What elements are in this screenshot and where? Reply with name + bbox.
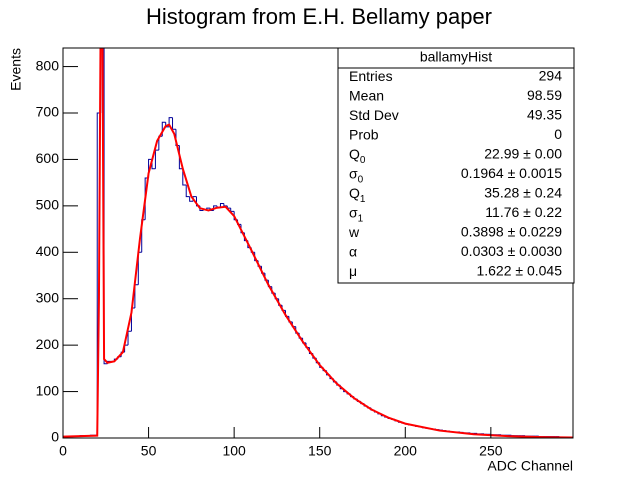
stats-label-subscript: 1 (358, 213, 364, 224)
stats-label-text: σ (349, 165, 358, 181)
histogram-bin (185, 184, 190, 198)
stats-label: σ1 (349, 204, 364, 224)
stats-label: σ0 (349, 165, 364, 185)
histogram-bin (103, 48, 108, 365)
stats-value: 0.0303 ± 0.0030 (461, 243, 562, 259)
y-tick-label: 700 (36, 104, 60, 120)
stats-box: ballamyHist Entries 294 Mean 98.59 Std Dev 49… (337, 47, 575, 284)
stats-label: w (348, 224, 360, 240)
stats-label: μ (349, 263, 357, 279)
y-axis-label: Events (8, 48, 24, 91)
x-tick-label: 100 (222, 443, 246, 459)
stats-label-text: σ (349, 204, 358, 220)
y-tick-label: 200 (36, 336, 60, 352)
stats-label-text: Q (349, 146, 360, 162)
fit-curve (63, 48, 573, 438)
histogram-bin (175, 129, 180, 146)
stats-label-text: α (349, 243, 357, 259)
stats-label-subscript: 0 (360, 155, 366, 166)
stats-label: Entries (349, 68, 393, 84)
histogram-bin (223, 203, 228, 207)
stats-label: Std Dev (349, 107, 399, 123)
y-tick-label: 100 (36, 382, 60, 398)
stats-value: 11.76 ± 0.22 (485, 204, 562, 220)
x-tick-label: 250 (479, 443, 503, 459)
stats-title: ballamyHist (420, 49, 492, 65)
stats-label-text: μ (349, 263, 357, 279)
y-tick-label: 0 (51, 429, 59, 445)
x-tick-label: 0 (59, 443, 67, 459)
stats-label: Q0 (349, 146, 366, 166)
stats-label-text: Mean (349, 87, 384, 103)
stats-value: 98.59 (527, 87, 562, 103)
stats-label-text: Entries (349, 68, 393, 84)
histogram-bin (261, 266, 265, 274)
stats-label: Mean (349, 87, 384, 103)
histogram-bin (189, 196, 194, 202)
stats-label: α (349, 243, 357, 259)
stats-value: 1.622 ± 0.045 (476, 263, 562, 279)
stats-label-text: w (348, 224, 360, 240)
x-tick-label: 150 (308, 443, 332, 459)
stats-frame (337, 47, 575, 284)
stats-label-text: Q (349, 185, 360, 201)
stats-label: Prob (349, 126, 379, 142)
stats-label-text: Prob (349, 126, 379, 142)
stats-value: 294 (539, 68, 563, 84)
x-tick-label: 50 (141, 443, 157, 459)
stats-value: 0.3898 ± 0.0229 (461, 224, 562, 240)
histogram-bin (264, 273, 269, 281)
y-tick-label: 600 (36, 150, 60, 166)
plot-area (63, 48, 573, 438)
stats-value: 35.28 ± 0.24 (484, 185, 562, 201)
stats-value: 49.35 (527, 107, 562, 123)
stats-label: Q1 (349, 185, 366, 205)
histogram-bin (219, 203, 224, 208)
y-tick-label: 500 (36, 197, 60, 213)
y-tick-label: 800 (36, 57, 60, 73)
stats-value: 22.99 ± 0.00 (484, 146, 562, 162)
stats-label-text: Std Dev (349, 107, 399, 123)
x-tick-label: 200 (394, 443, 418, 459)
y-tick-label: 300 (36, 289, 60, 305)
stats-label-subscript: 0 (358, 174, 364, 185)
stats-value: 0.1964 ± 0.0015 (461, 165, 562, 181)
stats-label-subscript: 1 (360, 194, 366, 205)
chart-title: Histogram from E.H. Bellamy paper (146, 4, 492, 29)
stats-value: 0 (554, 126, 562, 142)
y-tick-label: 400 (36, 243, 60, 259)
histogram-bin (182, 168, 187, 186)
x-axis-label: ADC Channel (487, 458, 573, 474)
